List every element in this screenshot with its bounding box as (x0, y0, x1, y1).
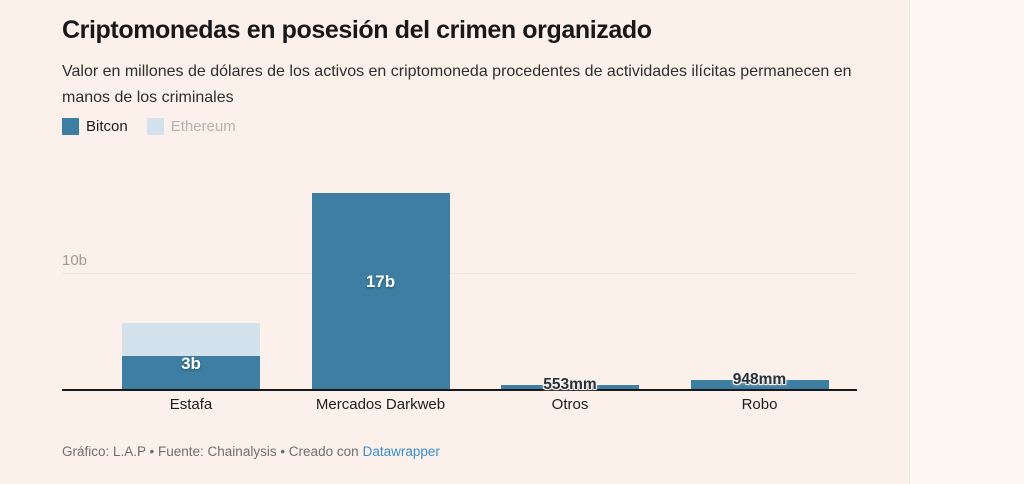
bar-value-label-estafa: 3b (181, 353, 201, 373)
bar-value-label-mercados-darkweb: 17b (365, 272, 396, 291)
bar-segment-bitcon-estafa[interactable] (122, 356, 260, 391)
bar-segment-bitcon-otros[interactable] (501, 385, 639, 391)
credit-text: Gráfico: L.A.P • Fuente: Chainalysis • C… (62, 444, 359, 459)
bar-value-label-otros: 553mm (543, 376, 597, 393)
bar-segment-ethereum-estafa[interactable] (122, 323, 260, 356)
gridline-10b (62, 273, 857, 274)
bar-group-estafa: 3b Estafa (122, 160, 260, 413)
gridline-label: 10b (62, 252, 88, 269)
chart-subtitle: Valor en millones de dólares de los acti… (62, 63, 852, 106)
bar-segment-bitcon-mercados-darkweb[interactable] (311, 193, 450, 391)
legend-item-ethereum[interactable]: Ethereum (146, 118, 236, 135)
category-label-mercados-darkweb: Mercados Darkweb (315, 396, 446, 413)
page-background-strip (910, 0, 1024, 484)
category-label-estafa: Estafa (169, 396, 213, 413)
chart-edge-divider (909, 0, 910, 484)
ethereum-swatch-icon (146, 118, 164, 135)
x-axis-line (62, 389, 857, 391)
legend-label-ethereum: Ethereum (170, 118, 236, 135)
chart-title: Criptomonedas en posesión del crimen org… (62, 16, 652, 44)
bar-value-label-robo: 948mm (732, 371, 787, 388)
bar-group-robo: 948mm Robo (690, 160, 829, 413)
category-label-robo: Robo (741, 396, 778, 413)
legend: Bitcon Ethereum (62, 118, 236, 135)
legend-item-bitcon[interactable]: Bitcon (62, 118, 128, 135)
bar-group-mercados-darkweb: 17b Mercados Darkweb (311, 160, 450, 413)
plot-area: 10b 3b Estafa 17b Mercados Darkweb 553mm Otro… (62, 160, 857, 413)
bitcon-swatch-icon (62, 118, 79, 135)
datawrapper-link[interactable]: Datawrapper (362, 444, 440, 459)
category-label-otros: Otros (551, 396, 589, 413)
footer-credits: Gráfico: L.A.P • Fuente: Chainalysis • C… (62, 444, 440, 459)
bar-segment-bitcon-robo[interactable] (690, 380, 829, 391)
bar-group-otros: 553mm Otros (501, 160, 639, 413)
legend-label-bitcon: Bitcon (86, 118, 128, 135)
